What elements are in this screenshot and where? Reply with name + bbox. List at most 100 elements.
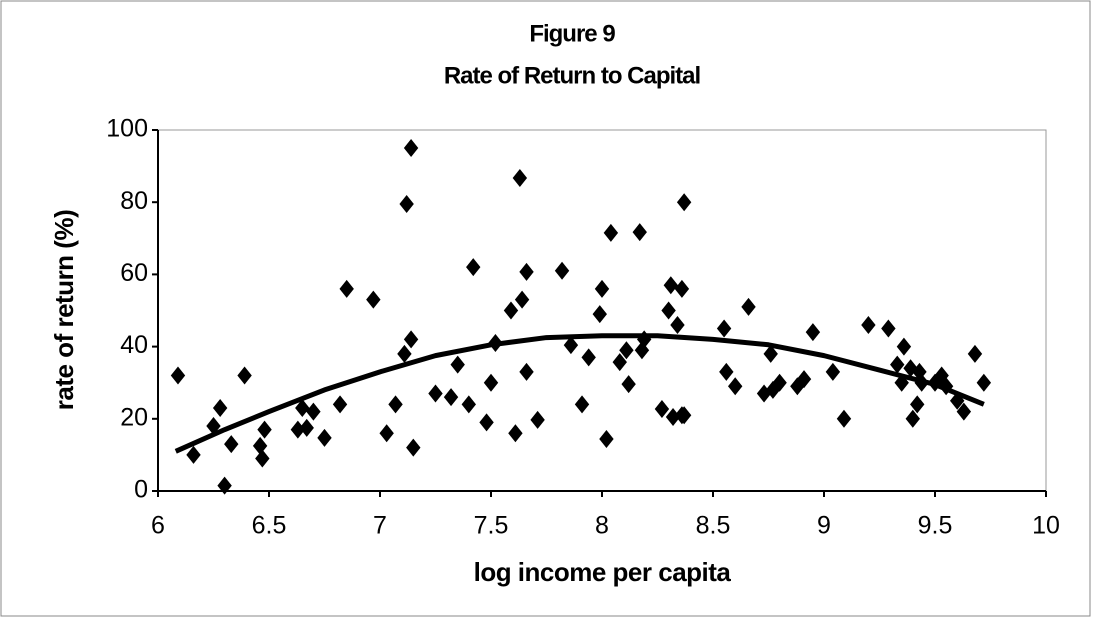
data-point [663,276,679,295]
data-point [956,402,972,421]
data-point [514,290,530,309]
x-tick-label: 6.5 [252,512,287,540]
data-point [894,373,909,392]
data-point [403,330,419,349]
data-point [756,384,772,403]
data-point [661,301,676,320]
data-point [741,297,756,316]
data-point [290,420,306,439]
data-point [237,366,252,385]
data-point [224,435,239,454]
data-point [503,301,519,320]
data-point [861,315,876,334]
data-point [508,424,523,443]
data-point [366,290,381,309]
data-point [976,373,992,392]
data-point [636,330,652,349]
data-point [896,337,912,356]
x-tick-label: 7.5 [474,512,509,540]
data-point [728,377,743,396]
data-point [716,319,732,338]
x-tick-label: 10 [1032,512,1060,540]
x-tick-label: 6 [151,512,165,540]
chart-title: Figure 9 [529,20,615,47]
y-tick-label: 20 [120,403,148,431]
data-point [563,336,579,355]
data-point [905,409,920,428]
data-point [603,223,619,242]
data-point [406,438,421,457]
data-point [399,195,414,214]
data-point [612,353,627,372]
data-point [170,366,186,385]
data-point [443,388,459,407]
data-point [881,319,896,338]
y-tick-label: 100 [106,115,148,143]
data-point [967,344,983,363]
data-point [554,261,570,280]
data-point [461,395,476,414]
data-point [599,430,614,449]
data-point [479,413,494,432]
data-point [483,373,499,392]
x-axis-label: log income per capita [474,557,732,587]
data-point [910,395,925,414]
data-point [676,193,692,212]
data-point [765,380,781,399]
data-point [574,395,590,414]
data-point [796,370,812,389]
data-point [592,305,607,324]
data-point [674,279,690,298]
trend-line [174,333,985,454]
x-tick-label: 8.5 [696,512,731,540]
data-point [763,344,778,363]
data-point [950,391,965,410]
data-point [388,395,403,414]
chart-subtitle: Rate of Return to Capital [444,62,700,89]
x-tick-label: 8 [595,512,609,540]
data-point [836,409,852,428]
data-point [825,362,841,381]
data-point [890,355,905,374]
data-point [519,362,534,381]
data-point [805,323,821,342]
data-point [594,279,610,298]
y-tick-label: 0 [134,476,148,504]
x-tick-label: 9.5 [918,512,953,540]
data-point [257,420,272,439]
data-point [619,341,634,360]
data-point [255,449,270,468]
data-point [306,402,321,421]
data-point [295,398,310,417]
data-point [317,428,332,447]
data-point [676,406,692,425]
data-point [621,375,636,394]
data-point [403,139,419,158]
data-point [519,262,534,281]
y-tick-label: 80 [120,187,148,215]
data-point [665,407,681,426]
y-tick-label: 60 [120,259,148,287]
y-tick-label: 40 [120,331,148,359]
data-point [719,362,734,381]
data-point [186,445,201,464]
y-axis-label: rate of return (%) [49,210,79,410]
data-point [938,377,954,396]
x-tick-label: 7 [373,512,387,540]
data-point [206,417,221,436]
data-point [379,424,394,443]
data-point [212,398,228,417]
data-point [450,355,465,374]
data-point [466,258,481,277]
data-point [772,373,787,392]
data-point [512,169,528,188]
data-point [332,395,348,414]
data-point [530,410,545,429]
data-point [252,436,268,455]
data-point [581,348,596,367]
data-point [903,359,918,378]
data-point [428,384,443,403]
data-point [670,315,685,334]
